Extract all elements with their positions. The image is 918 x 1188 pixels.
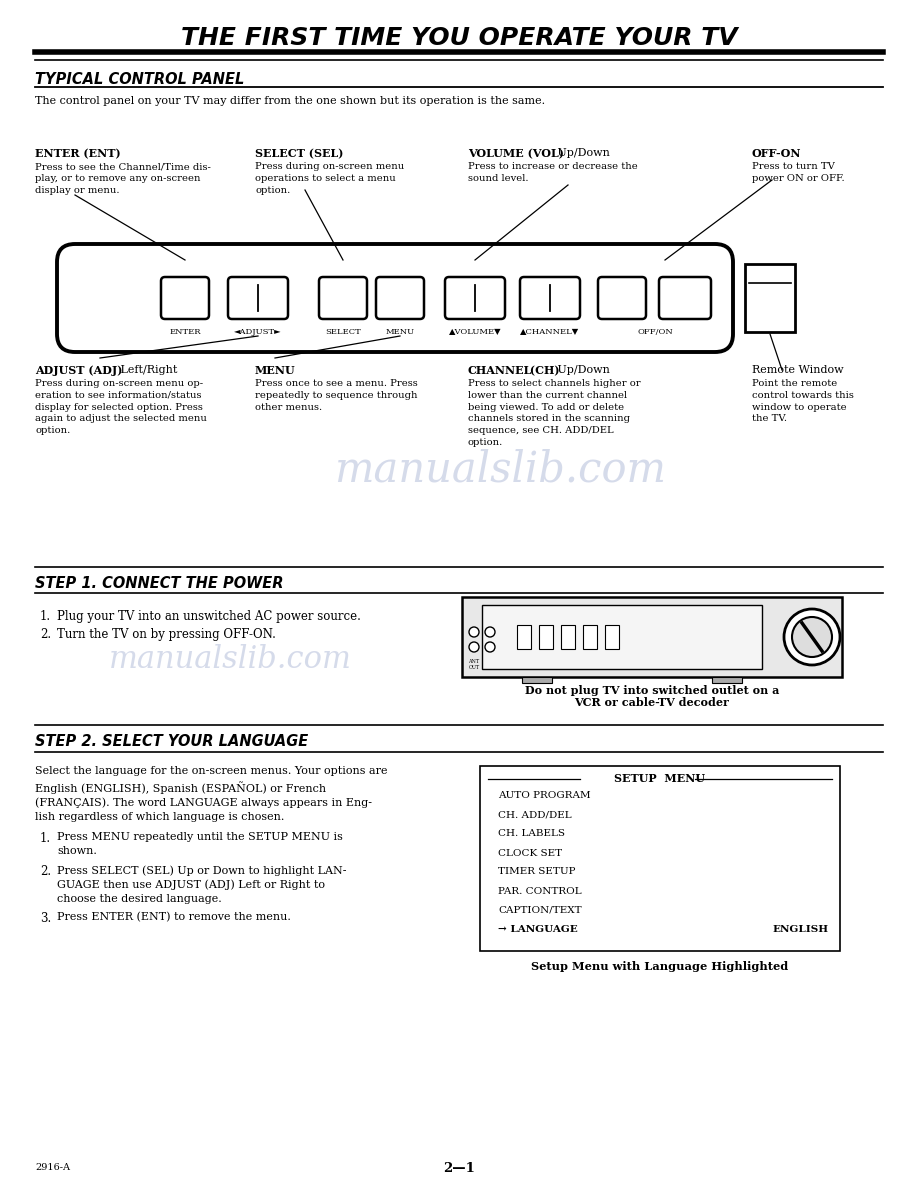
Text: Do not plug TV into switched outlet on a: Do not plug TV into switched outlet on a <box>525 684 779 695</box>
Text: Press to select channels higher or
lower than the current channel
being viewed. : Press to select channels higher or lower… <box>468 379 641 447</box>
Text: MENU: MENU <box>386 328 415 336</box>
Text: VCR or cable-TV decoder: VCR or cable-TV decoder <box>575 697 730 708</box>
Text: 2.: 2. <box>40 628 51 642</box>
FancyBboxPatch shape <box>659 277 711 320</box>
FancyBboxPatch shape <box>445 277 505 320</box>
Text: manualslib.com: manualslib.com <box>108 645 352 676</box>
Text: Turn the TV on by pressing OFF-ON.: Turn the TV on by pressing OFF-ON. <box>57 628 276 642</box>
Text: Up/Down: Up/Down <box>554 148 610 158</box>
Text: MENU: MENU <box>255 365 296 375</box>
Text: OFF-ON: OFF-ON <box>752 148 801 159</box>
Text: Select the language for the on-screen menus. Your options are
English (ENGLISH),: Select the language for the on-screen me… <box>35 766 387 822</box>
Text: CH. ADD/DEL: CH. ADD/DEL <box>498 810 572 820</box>
Text: ENTER: ENTER <box>169 328 201 336</box>
Bar <box>539 625 553 649</box>
Circle shape <box>485 642 495 652</box>
Text: ▲VOLUME▼: ▲VOLUME▼ <box>449 328 501 336</box>
Text: STEP 2. SELECT YOUR LANGUAGE: STEP 2. SELECT YOUR LANGUAGE <box>35 733 308 748</box>
Text: AUTO PROGRAM: AUTO PROGRAM <box>498 791 590 801</box>
Text: Press MENU repeatedly until the SETUP MENU is
shown.: Press MENU repeatedly until the SETUP ME… <box>57 832 343 855</box>
Text: 1.: 1. <box>40 832 51 845</box>
Text: Press SELECT (SEL) Up or Down to highlight LAN-
GUAGE then use ADJUST (ADJ) Left: Press SELECT (SEL) Up or Down to highlig… <box>57 865 346 904</box>
Text: VOLUME (VOL): VOLUME (VOL) <box>468 148 564 159</box>
Text: 2916-A: 2916-A <box>35 1163 70 1173</box>
Bar <box>712 677 742 683</box>
Text: Remote Window: Remote Window <box>752 365 844 375</box>
Circle shape <box>469 627 479 637</box>
Circle shape <box>784 609 840 665</box>
Text: 1.: 1. <box>40 609 51 623</box>
Text: PAR. CONTROL: PAR. CONTROL <box>498 886 582 896</box>
Text: Press during on-screen menu
operations to select a menu
option.: Press during on-screen menu operations t… <box>255 162 404 195</box>
FancyBboxPatch shape <box>228 277 288 320</box>
Text: THE FIRST TIME YOU OPERATE YOUR TV: THE FIRST TIME YOU OPERATE YOUR TV <box>181 26 737 50</box>
Text: (CH): (CH) <box>526 365 559 375</box>
Text: 3.: 3. <box>40 912 51 925</box>
Text: CLOCK SET: CLOCK SET <box>498 848 562 858</box>
FancyBboxPatch shape <box>598 277 646 320</box>
Text: ENGLISH: ENGLISH <box>772 924 828 934</box>
Text: Press to see the Channel/Time dis-
play, or to remove any on-screen
display or m: Press to see the Channel/Time dis- play,… <box>35 162 211 195</box>
Text: manualslib.com: manualslib.com <box>334 449 666 491</box>
Text: ADJUST (ADJ): ADJUST (ADJ) <box>35 365 122 375</box>
Bar <box>583 625 597 649</box>
Text: Plug your TV into an unswitched AC power source.: Plug your TV into an unswitched AC power… <box>57 609 361 623</box>
Bar <box>561 625 575 649</box>
Text: SELECT (SEL): SELECT (SEL) <box>255 148 343 159</box>
Text: STEP 1. CONNECT THE POWER: STEP 1. CONNECT THE POWER <box>35 575 284 590</box>
FancyBboxPatch shape <box>57 244 733 352</box>
FancyBboxPatch shape <box>520 277 580 320</box>
Text: ENTER (ENT): ENTER (ENT) <box>35 148 120 159</box>
Text: Press ENTER (ENT) to remove the menu.: Press ENTER (ENT) to remove the menu. <box>57 912 291 922</box>
Text: TIMER SETUP: TIMER SETUP <box>498 867 576 877</box>
Text: Press to increase or decrease the
sound level.: Press to increase or decrease the sound … <box>468 162 638 183</box>
Text: Left/Right: Left/Right <box>117 365 177 375</box>
Text: ANT
OUT: ANT OUT <box>468 659 479 670</box>
Bar <box>517 625 531 649</box>
Text: Setup Menu with Language Highlighted: Setup Menu with Language Highlighted <box>532 961 789 973</box>
Bar <box>745 264 795 331</box>
Text: CH. LABELS: CH. LABELS <box>498 829 565 839</box>
Text: SETUP  MENU: SETUP MENU <box>614 773 706 784</box>
FancyBboxPatch shape <box>376 277 424 320</box>
Bar <box>462 598 842 677</box>
Bar <box>482 605 762 669</box>
Text: CHANNEL: CHANNEL <box>468 365 532 375</box>
Text: ◄ADJUST►: ◄ADJUST► <box>234 328 282 336</box>
Text: Press once to see a menu. Press
repeatedly to sequence through
other menus.: Press once to see a menu. Press repeated… <box>255 379 418 411</box>
Text: ▲CHANNEL▼: ▲CHANNEL▼ <box>521 328 579 336</box>
Circle shape <box>792 617 832 657</box>
Text: Press to turn TV
power ON or OFF.: Press to turn TV power ON or OFF. <box>752 162 845 183</box>
Text: CAPTION/TEXT: CAPTION/TEXT <box>498 905 582 915</box>
Text: Press during on-screen menu op-
eration to see information/status
display for se: Press during on-screen menu op- eration … <box>35 379 207 435</box>
Circle shape <box>469 642 479 652</box>
Circle shape <box>485 627 495 637</box>
FancyBboxPatch shape <box>161 277 209 320</box>
Bar <box>522 677 552 683</box>
Text: → LANGUAGE: → LANGUAGE <box>498 924 577 934</box>
Text: 2—1: 2—1 <box>443 1162 475 1175</box>
Text: The control panel on your TV may differ from the one shown but its operation is : The control panel on your TV may differ … <box>35 96 545 106</box>
FancyBboxPatch shape <box>319 277 367 320</box>
Text: 2.: 2. <box>40 865 51 878</box>
Text: SELECT: SELECT <box>325 328 361 336</box>
Text: TYPICAL CONTROL PANEL: TYPICAL CONTROL PANEL <box>35 71 244 87</box>
Text: OFF/ON: OFF/ON <box>637 328 673 336</box>
Text: Up/Down: Up/Down <box>554 365 610 375</box>
Bar <box>480 766 840 952</box>
Text: Point the remote
control towards this
window to operate
the TV.: Point the remote control towards this wi… <box>752 379 854 423</box>
Bar <box>605 625 619 649</box>
